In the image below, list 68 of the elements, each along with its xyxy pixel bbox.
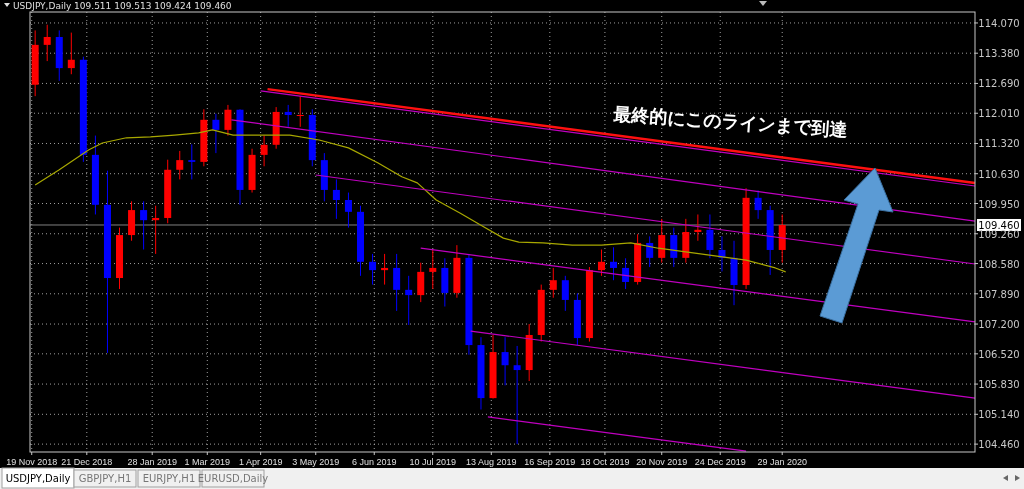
y-tick-label: 112.690 <box>978 78 1020 90</box>
candlestick <box>296 95 304 128</box>
candlestick <box>549 267 557 299</box>
y-tick-label: 106.520 <box>978 348 1020 360</box>
y-tick-label: 107.200 <box>978 319 1020 331</box>
annotation: 最終的にこのラインまで到達 <box>612 102 848 141</box>
candlestick <box>561 275 569 312</box>
x-tick-label: 3 May 2019 <box>292 457 340 467</box>
candlestick <box>224 104 232 137</box>
text: USDJPY,Daily <box>5 473 71 484</box>
candlestick <box>284 104 292 128</box>
text: GBPJPY,H1 <box>78 473 132 484</box>
x-tick-label: 6 Jun 2019 <box>351 457 397 467</box>
candlestick <box>212 113 220 154</box>
candlestick <box>754 189 762 220</box>
x-tick-label: 20 Nov 2019 <box>636 457 688 467</box>
candlestick <box>622 257 630 290</box>
y-tick-label: 110.630 <box>978 168 1020 180</box>
candlestick <box>429 249 437 290</box>
x-tick-label: 19 Nov 2018 <box>6 457 58 467</box>
candlestick <box>140 200 148 251</box>
y-tick-label: 105.830 <box>978 379 1020 391</box>
x-tick-label: 28 Jan 2019 <box>127 457 177 467</box>
candlestick <box>188 143 196 180</box>
x-tick-label: 21 Dec 2018 <box>61 457 113 467</box>
x-tick-label: 13 Aug 2019 <box>466 457 517 467</box>
candlestick <box>646 235 654 268</box>
x-tick-label: 1 Apr 2019 <box>238 457 283 467</box>
text: EURJPY,H1 <box>142 473 196 484</box>
candlestick <box>369 253 377 286</box>
x-tick-label: 29 Jan 2020 <box>757 457 807 467</box>
candlestick <box>67 32 75 75</box>
text: USDJPY,Daily 109.511 109.513 109.424 109.460 <box>13 1 232 11</box>
candlestick <box>344 192 352 229</box>
candlestick <box>670 227 678 268</box>
y-tick-label: 111.320 <box>978 138 1020 150</box>
candlestick <box>393 253 401 312</box>
text: EURUSD,Daily <box>197 473 269 484</box>
candlestick <box>176 150 184 180</box>
candlestick <box>501 336 509 386</box>
y-tick-label: 105.140 <box>978 409 1020 421</box>
candlestick <box>417 262 425 303</box>
candlestick <box>610 246 618 281</box>
candlestick <box>706 213 714 259</box>
candlestick <box>405 275 413 326</box>
x-tick-label: 1 Mar 2019 <box>184 457 231 467</box>
y-tick-label: 113.380 <box>978 48 1020 60</box>
ref-line-label: 109.460 <box>978 219 1020 231</box>
candlestick <box>43 24 51 62</box>
y-tick-label: 109.260 <box>978 228 1020 240</box>
candlestick <box>332 178 340 220</box>
candlestick <box>152 205 160 255</box>
x-tick-label: 10 Jul 2019 <box>409 457 457 467</box>
x-tick-label: 24 Dec 2019 <box>694 457 746 467</box>
candlestick <box>381 253 389 286</box>
y-tick-label: 108.580 <box>978 258 1020 270</box>
y-tick-label: 114.070 <box>978 17 1020 29</box>
y-tick-label: 112.010 <box>978 108 1020 120</box>
y-tick-label: 109.950 <box>978 198 1020 210</box>
y-tick-label: 107.890 <box>978 288 1020 300</box>
candlestick <box>597 249 605 277</box>
candlestick <box>694 213 702 242</box>
x-tick-label: 18 Oct 2019 <box>580 457 630 467</box>
y-tick-label: 104.460 <box>978 439 1020 451</box>
candlestick <box>513 345 521 445</box>
candlestick <box>260 135 268 167</box>
x-tick-label: 16 Sep 2019 <box>524 457 576 467</box>
candlestick <box>658 218 666 264</box>
